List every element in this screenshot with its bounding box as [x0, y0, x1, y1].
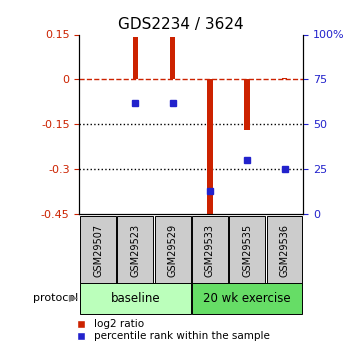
Text: GSM29535: GSM29535: [242, 224, 252, 277]
Text: GSM29507: GSM29507: [93, 224, 103, 277]
Bar: [244, 79, 250, 130]
Text: GDS2234 / 3624: GDS2234 / 3624: [118, 17, 243, 32]
Bar: [117, 216, 153, 285]
Bar: [155, 216, 191, 285]
Bar: [267, 216, 303, 285]
Bar: [80, 283, 191, 314]
Bar: [192, 283, 303, 314]
Bar: [207, 79, 213, 217]
Bar: [132, 38, 138, 79]
Text: baseline: baseline: [110, 292, 160, 305]
Text: GSM29523: GSM29523: [130, 224, 140, 277]
Bar: [192, 216, 228, 285]
Legend: log2 ratio, percentile rank within the sample: log2 ratio, percentile rank within the s…: [70, 319, 270, 341]
Bar: [80, 216, 116, 285]
Text: GSM29533: GSM29533: [205, 224, 215, 277]
Bar: [170, 38, 175, 79]
Bar: [282, 78, 287, 79]
Text: GSM29529: GSM29529: [168, 224, 178, 277]
Bar: [229, 216, 265, 285]
Text: 20 wk exercise: 20 wk exercise: [204, 292, 291, 305]
Text: GSM29536: GSM29536: [279, 224, 290, 277]
Text: protocol: protocol: [34, 294, 79, 303]
